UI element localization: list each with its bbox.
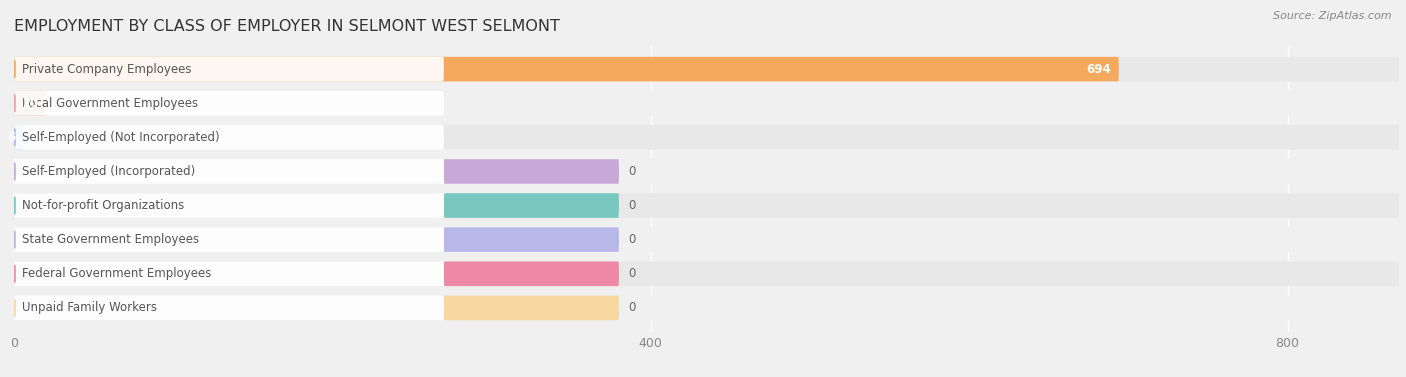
Text: 694: 694 [1085, 63, 1111, 76]
Text: 0: 0 [628, 165, 636, 178]
FancyBboxPatch shape [14, 159, 444, 184]
FancyBboxPatch shape [444, 296, 619, 320]
FancyBboxPatch shape [444, 262, 619, 286]
FancyBboxPatch shape [14, 296, 444, 320]
FancyBboxPatch shape [14, 227, 1399, 252]
FancyBboxPatch shape [14, 193, 1399, 218]
Text: EMPLOYMENT BY CLASS OF EMPLOYER IN SELMONT WEST SELMONT: EMPLOYMENT BY CLASS OF EMPLOYER IN SELMO… [14, 19, 560, 34]
Text: Self-Employed (Not Incorporated): Self-Employed (Not Incorporated) [21, 131, 219, 144]
FancyBboxPatch shape [14, 125, 444, 150]
FancyBboxPatch shape [14, 262, 1399, 286]
Text: Source: ZipAtlas.com: Source: ZipAtlas.com [1274, 11, 1392, 21]
FancyBboxPatch shape [14, 91, 444, 115]
Text: State Government Employees: State Government Employees [21, 233, 198, 246]
FancyBboxPatch shape [14, 125, 24, 150]
Text: Federal Government Employees: Federal Government Employees [21, 267, 211, 280]
Text: 0: 0 [628, 301, 636, 314]
Text: Not-for-profit Organizations: Not-for-profit Organizations [21, 199, 184, 212]
FancyBboxPatch shape [14, 296, 1399, 320]
FancyBboxPatch shape [14, 159, 1399, 184]
Text: 20: 20 [21, 97, 38, 110]
Text: 0: 0 [628, 267, 636, 280]
FancyBboxPatch shape [14, 262, 444, 286]
Text: 0: 0 [628, 233, 636, 246]
FancyBboxPatch shape [14, 193, 444, 218]
FancyBboxPatch shape [14, 227, 444, 252]
Text: Local Government Employees: Local Government Employees [21, 97, 198, 110]
FancyBboxPatch shape [444, 193, 619, 218]
Text: 0: 0 [628, 199, 636, 212]
FancyBboxPatch shape [14, 57, 1399, 81]
FancyBboxPatch shape [14, 91, 1399, 115]
FancyBboxPatch shape [14, 57, 444, 81]
FancyBboxPatch shape [14, 57, 1119, 81]
FancyBboxPatch shape [14, 91, 46, 115]
FancyBboxPatch shape [14, 125, 1399, 150]
Text: Self-Employed (Incorporated): Self-Employed (Incorporated) [21, 165, 195, 178]
FancyBboxPatch shape [444, 227, 619, 252]
Text: 6: 6 [7, 131, 15, 144]
Text: Private Company Employees: Private Company Employees [21, 63, 191, 76]
Text: Unpaid Family Workers: Unpaid Family Workers [21, 301, 156, 314]
FancyBboxPatch shape [444, 159, 619, 184]
